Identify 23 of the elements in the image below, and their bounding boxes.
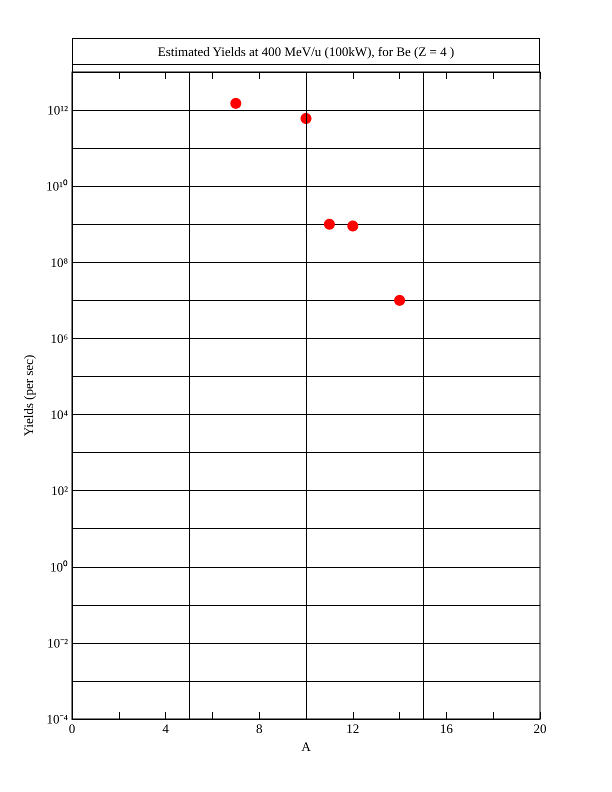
y-tick-label: 10⁴: [50, 407, 68, 422]
x-tick-label: 16: [440, 721, 454, 736]
y-tick-label: 10²: [51, 483, 68, 498]
point: [230, 98, 242, 109]
x-tick-label: 8: [256, 721, 262, 736]
point: [324, 218, 335, 230]
y-tick-label: 10¹²: [47, 102, 68, 118]
y-axis-title: Yields (per sec): [21, 354, 36, 436]
x-tick-label: 4: [162, 721, 170, 736]
y-tick-label: 10⁸: [50, 254, 68, 270]
y-tick-label: 10¹⁰: [46, 178, 68, 194]
chart-title: Estimated Yields at 400 MeV/u (100kW), for Be (Z = 4 ): [158, 44, 454, 59]
x-tick-label: 20: [534, 721, 546, 736]
y-tick-label: 10⁰: [50, 559, 68, 574]
x-tick-label: 12: [346, 721, 360, 736]
y-tick-label: 10⁻⁴: [46, 712, 68, 726]
point: [394, 294, 406, 306]
title-frame: Estimated Yields at 400 MeV/u (100kW), for Be (Z = 4 ): [72, 38, 540, 72]
x-axis-title: A: [301, 739, 312, 754]
point: [347, 220, 358, 232]
y-tick-label: 10⁻²: [47, 635, 68, 650]
x-tick-label: 0: [68, 721, 76, 736]
y-tick-label: 10⁶: [50, 330, 68, 346]
